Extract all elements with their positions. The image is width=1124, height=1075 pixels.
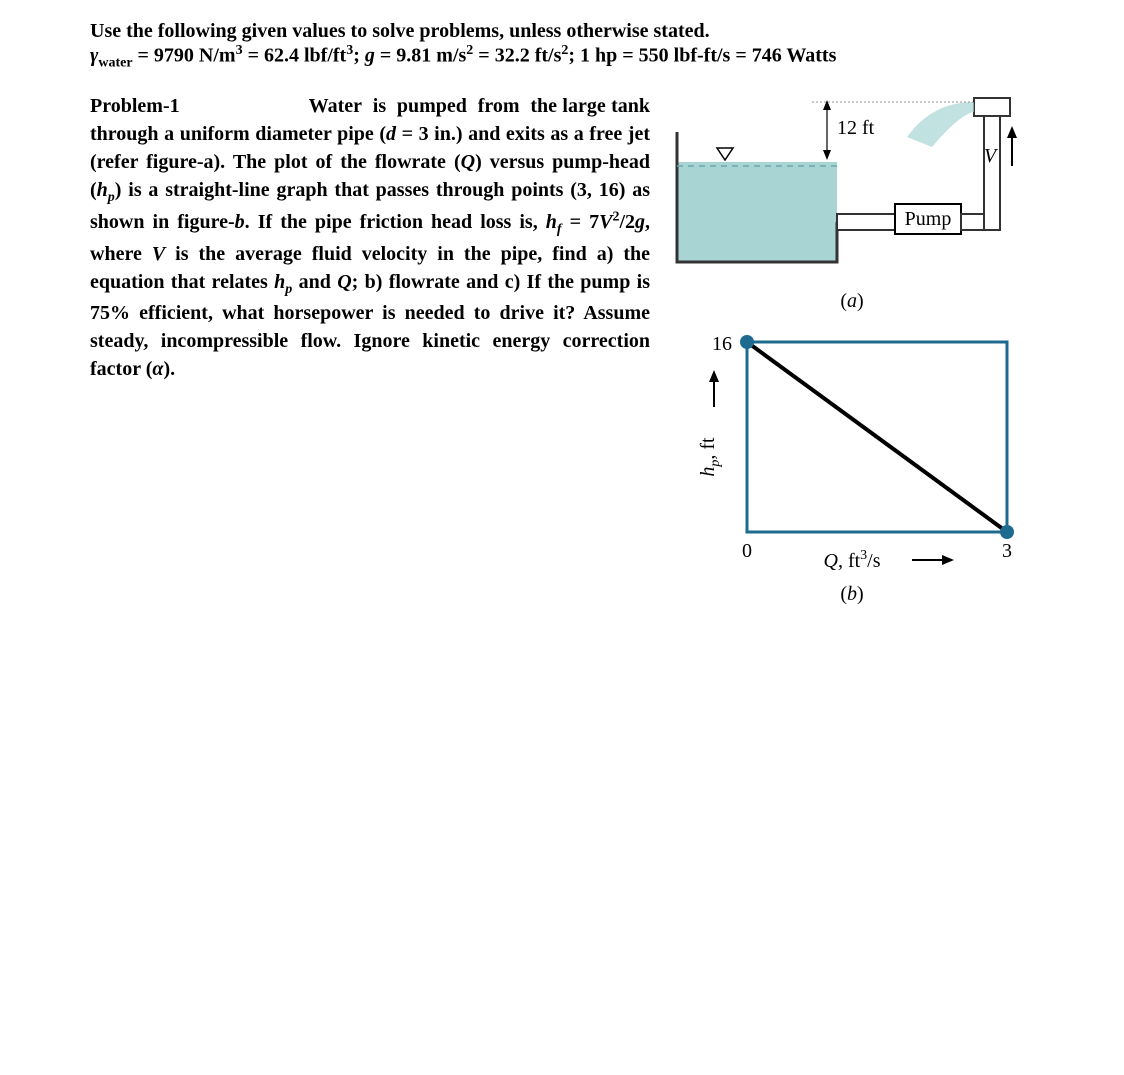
problem-lead: Water is pumped from the [309, 95, 557, 117]
tank-water [677, 162, 837, 262]
header-block: Use the following given values to solve … [90, 20, 1034, 72]
figure-a: Pump 12 ft V (a) [672, 92, 1032, 302]
content-row: Problem-1 Water is pumped from the large… [90, 92, 1034, 602]
figures: Pump 12 ft V (a) [670, 92, 1034, 602]
elevation-label: 12 ft [837, 117, 875, 139]
y-tick-16: 16 [712, 333, 732, 355]
figure-b: 16 0 3 hp, ft Q, ft3/s (b) [672, 322, 1032, 602]
problem-text: Problem-1 Water is pumped from the large… [90, 92, 650, 602]
pipe-outlet [974, 98, 1010, 116]
figure-a-label: (a) [840, 290, 863, 312]
free-jet [907, 102, 974, 147]
x-axis-label: Q, ft3/s [823, 548, 880, 572]
point-end [1000, 525, 1014, 539]
pump-label: Pump [905, 208, 952, 230]
figure-b-label: (b) [840, 583, 863, 605]
y-axis-label: hp, ft [697, 437, 723, 477]
header-line1: Use the following given values to solve … [90, 20, 1034, 43]
x-tick-3: 3 [1002, 540, 1012, 562]
y-axis-arrow-head [709, 370, 719, 382]
figure-a-svg: Pump 12 ft V (a) [672, 92, 1032, 332]
x-tick-0: 0 [742, 540, 752, 562]
x-axis-arrow-head [942, 555, 954, 565]
figure-b-svg: 16 0 3 hp, ft Q, ft3/s (b) [672, 322, 1032, 622]
pipe-v [984, 106, 1000, 230]
problem-body: large tank through a uniform diameter pi… [90, 95, 650, 380]
point-start [740, 335, 754, 349]
y-axis-label-group: hp, ft [697, 437, 723, 477]
pipe-h1 [837, 214, 895, 230]
header-line2: γwater = 9790 N/m3 = 62.4 lbf/ft3; g = 9… [90, 43, 1034, 72]
dim-arrow-down [823, 150, 831, 160]
water-surface-icon [717, 148, 733, 160]
velocity-arrow-head [1007, 126, 1017, 138]
problem-title: Problem-1 [90, 95, 180, 117]
